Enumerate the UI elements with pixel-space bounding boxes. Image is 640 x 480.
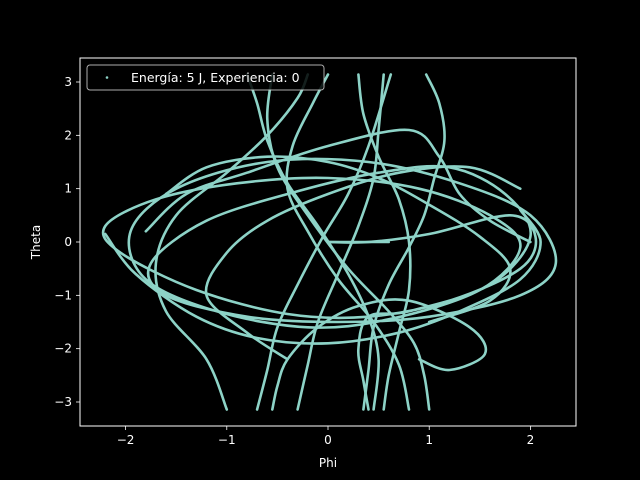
legend: Energía: 5 J, Experiencia: 0	[86, 64, 325, 91]
x-tick-label: 2	[527, 433, 535, 447]
x-tick-label: −2	[117, 433, 135, 447]
trajectory-segment	[255, 73, 393, 411]
trajectory-segment	[204, 165, 522, 361]
legend-label: Energía: 5 J, Experiencia: 0	[131, 70, 300, 85]
y-axis-ticks: −3 −2 −1 0 1 2 3	[54, 75, 80, 409]
trajectory-segment	[164, 155, 512, 324]
y-tick-label: 3	[64, 75, 72, 89]
trajectory-segment	[271, 298, 488, 411]
x-tick-label: −1	[218, 433, 236, 447]
y-tick-label: 0	[64, 235, 72, 249]
trajectory-segment	[362, 73, 446, 411]
y-axis-label: Theta	[29, 225, 43, 260]
x-axis-label: Phi	[319, 456, 337, 470]
trajectory-main-path	[101, 157, 558, 411]
trajectory-segment	[144, 128, 532, 244]
x-axis-ticks: −2 −1 0 1 2	[117, 426, 535, 447]
trajectory-segment	[285, 73, 411, 411]
y-tick-label: 1	[64, 182, 72, 196]
y-tick-label: 2	[64, 128, 72, 142]
trajectory-segment	[245, 73, 380, 411]
x-tick-label: 1	[425, 433, 433, 447]
trajectory-segment	[104, 208, 542, 345]
legend-box	[86, 64, 325, 91]
y-tick-label: −2	[54, 342, 72, 356]
y-tick-label: −1	[54, 288, 72, 302]
legend-marker	[105, 76, 109, 79]
y-tick-label: −3	[54, 395, 72, 409]
trajectory-segment	[265, 73, 431, 411]
trajectory-segment	[357, 73, 412, 411]
x-tick-label: 0	[324, 433, 332, 447]
trajectory-segment	[154, 73, 310, 411]
plot-area	[101, 73, 558, 411]
